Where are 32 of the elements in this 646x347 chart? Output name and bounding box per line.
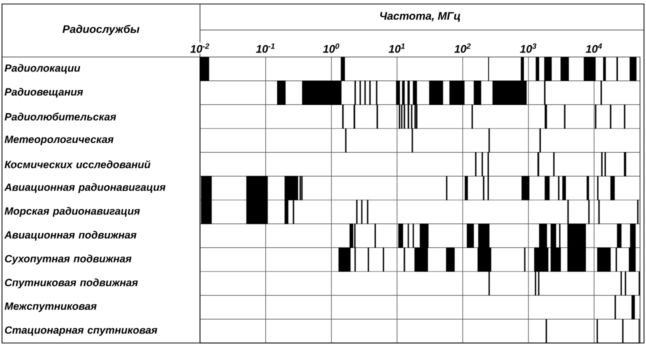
bar <box>544 176 550 200</box>
y-tick-label: Сухопутная подвижная <box>5 254 132 264</box>
x-axis-title: Частота, МГц <box>380 12 460 22</box>
bar <box>610 176 615 200</box>
y-tick-label: Спутниковая подвижная <box>5 278 138 288</box>
y-tick-label: Стационарная спутниковая <box>5 326 158 336</box>
y-tick-label: Метеорологическая <box>4 136 114 146</box>
y-tick-label: Авиационная радионавигация <box>4 183 166 193</box>
y-tick-label: Радиолокации <box>4 64 80 74</box>
x-tick-label: 10$^{0}$ <box>323 43 340 53</box>
y-tick-label: Авиационная подвижная <box>4 230 136 241</box>
x-tick-label: 10$^{4}$ <box>586 43 602 53</box>
x-tick-label: 10$^{1}$ <box>388 43 405 53</box>
bar <box>597 248 611 272</box>
y-tick-label: Межспутниковая <box>4 302 97 312</box>
bar <box>464 176 468 200</box>
bar <box>522 176 530 200</box>
y-axis-title: Радиослужбы <box>62 24 140 36</box>
x-tick-label: 10$^{2}$ <box>454 43 471 53</box>
bar <box>631 295 635 320</box>
x-tick-label: 10$^{3}$ <box>520 43 536 53</box>
bar <box>449 80 465 105</box>
x-tick-label: 10$^{-2}$ <box>190 43 210 53</box>
bar <box>446 248 455 272</box>
bar <box>466 224 474 248</box>
y-tick-label: Радиовещания <box>4 88 83 98</box>
bar <box>429 80 444 105</box>
bar <box>277 80 286 105</box>
x-tick-label: 10$^{-1}$ <box>256 43 275 53</box>
y-tick-label: Космических исследований <box>4 160 150 168</box>
y-tick-label: Морская радионавигация <box>4 207 140 217</box>
y-tick-label: Радиолюбительская <box>4 112 116 120</box>
